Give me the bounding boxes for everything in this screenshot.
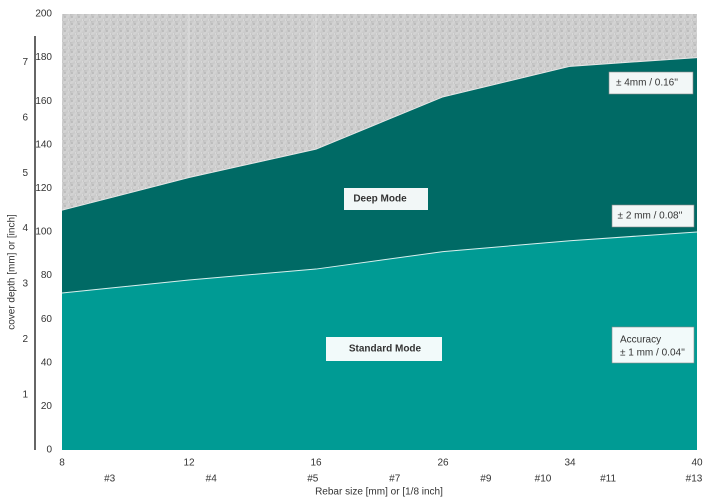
x-tick-label: 12 <box>183 458 195 469</box>
y2-tick-label: 7 <box>22 57 28 68</box>
x2-tick-label: #9 <box>480 474 492 485</box>
x-axis-label: Rebar size [mm] or [1/8 inch] <box>315 487 443 498</box>
annotation-box <box>611 204 695 228</box>
y-tick-label: 120 <box>35 183 52 194</box>
annotation-box <box>611 326 695 364</box>
annotation: ± 1 mm / 0.04'' <box>620 348 685 359</box>
y-tick-label: 20 <box>41 401 53 412</box>
annotation-box <box>608 71 694 95</box>
y-tick-label: 140 <box>35 139 52 150</box>
y-tick-label: 40 <box>41 357 53 368</box>
x-tick-label: 26 <box>437 458 449 469</box>
y-tick-label: 160 <box>35 96 52 107</box>
annotation: Standard Mode <box>349 344 422 355</box>
x-tick-label: 40 <box>691 458 703 469</box>
x2-tick-label: #13 <box>686 474 703 485</box>
y2-tick-label: 6 <box>22 112 28 123</box>
x-tick-label: 34 <box>564 458 576 469</box>
y-tick-label: 0 <box>46 445 52 456</box>
annotation-box <box>326 337 442 361</box>
x2-tick-label: #5 <box>307 474 319 485</box>
y-tick-label: 60 <box>41 314 53 325</box>
y-tick-label: 180 <box>35 52 52 63</box>
x2-tick-label: #3 <box>104 474 116 485</box>
annotation: ± 2 mm / 0.08'' <box>618 211 683 222</box>
y2-tick-label: 5 <box>22 168 28 179</box>
y-tick-label: 80 <box>41 270 53 281</box>
annotation: Accuracy <box>620 335 661 346</box>
area-edge <box>61 57 698 211</box>
y-tick-label: 200 <box>35 9 52 20</box>
annotation-box <box>344 188 428 210</box>
y2-tick-label: 4 <box>22 223 28 234</box>
x-tick-label: 8 <box>59 458 65 469</box>
annotation: Deep Mode <box>353 194 407 205</box>
annotation: ± 4mm / 0.16'' <box>616 78 678 89</box>
y2-tick-label: 1 <box>22 389 28 400</box>
y2-tick-label: 3 <box>22 279 28 290</box>
y-axis-label: cover depth [mm] or [inch] <box>7 214 18 330</box>
y2-tick-label: 2 <box>22 334 28 345</box>
y-tick-label: 100 <box>35 227 52 238</box>
x2-tick-label: #7 <box>389 474 401 485</box>
x2-tick-label: #11 <box>600 474 616 485</box>
x-tick-label: 16 <box>310 458 322 469</box>
x2-tick-label: #4 <box>206 474 218 485</box>
area-edge <box>61 231 698 294</box>
x2-tick-label: #10 <box>535 474 552 485</box>
